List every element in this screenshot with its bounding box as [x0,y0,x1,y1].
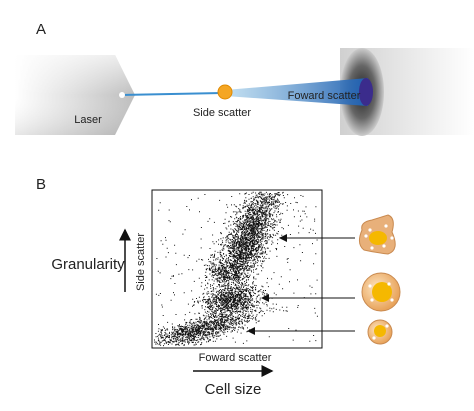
panel-label: A [36,21,46,38]
detector-spot [359,78,373,106]
granule [370,298,374,302]
granule [390,298,394,302]
granule [372,336,376,340]
granule [382,244,386,248]
granule [387,282,391,286]
nucleus [372,282,392,302]
forward-scatter-label: Foward scatter [288,90,361,102]
cell [217,84,233,100]
laser-aperture [119,92,125,98]
granules [364,224,394,340]
forward-scatter-beam [225,78,368,106]
scatter-dots [154,191,318,347]
nucleus [369,231,387,245]
granule [385,324,389,328]
granule [370,246,374,250]
nucleus [374,325,386,337]
laser-beam [121,92,223,96]
granule [384,224,388,228]
y-axis-meaning: Granularity [51,256,125,273]
granule [368,228,372,232]
granule [368,284,372,288]
y-axis-label: Side scatter [135,233,147,291]
granule [364,234,368,238]
plot-frame [151,189,323,349]
x-axis-meaning: Cell size [205,381,262,398]
laser-label: Laser [74,114,102,126]
side-scatter-label: Side scatter [193,107,251,119]
granule [390,236,394,240]
panel-label: B [36,176,46,193]
x-axis-label: Foward scatter [199,352,272,364]
laser-shade [15,55,135,135]
